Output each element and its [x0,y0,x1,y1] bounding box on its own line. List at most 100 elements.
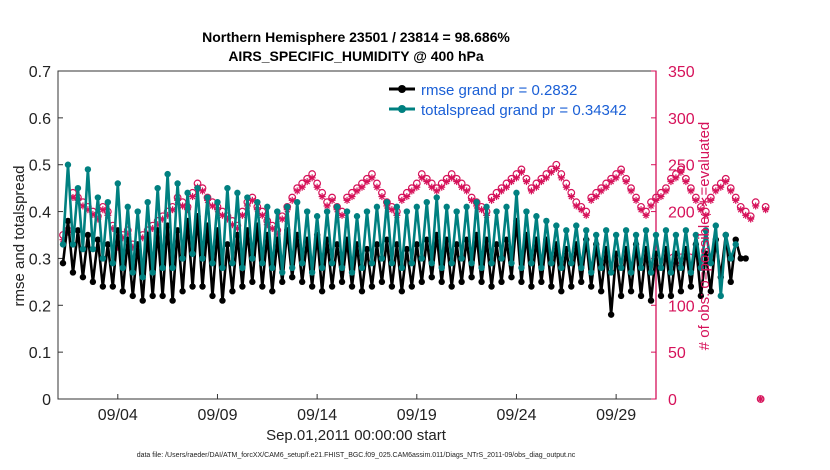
right-y-axis-label: # of obs: o=possible; ∗=evaluated [696,122,713,351]
rmse-point [388,283,396,290]
spread-point [632,231,640,239]
spread-point [308,269,316,276]
spread-point [697,264,705,271]
rmse-point [149,292,156,300]
obs-evaluated-point [408,187,416,195]
rmse-point [588,283,595,290]
spread-point [229,259,236,267]
spread-point [298,259,306,267]
rmse-point [259,283,266,290]
obs-evaluated-point [503,183,510,191]
x-axis: 09/04 09/09 09/14 09/19 09/24 09/29 [98,394,636,424]
rmse-point [229,288,236,295]
obs-evaluated-point [478,206,486,214]
spread-point [528,259,535,267]
rmse-point [333,241,341,248]
rmse-point [348,283,356,290]
rmse-point [697,292,705,300]
obs-evaluated-point [208,202,216,210]
obs-evaluated-point [388,206,396,214]
spread-point [144,199,151,206]
spread-point [588,269,595,276]
rmse-point [224,241,231,248]
obs-evaluated-point [647,202,655,210]
spread-point [164,170,171,178]
spread-point [488,259,495,267]
rmse-point [458,278,465,286]
rmse-point [468,273,475,281]
rmse-point [558,288,565,295]
spread-point [538,264,545,271]
obs-evaluated-point [587,196,595,204]
spread-point [508,259,515,267]
rmse-point [179,288,186,295]
obs-evaluated-point [398,196,406,204]
obs-evaluated-point [268,224,276,232]
rmse-point [209,292,216,300]
obs-evaluated-point [378,193,386,201]
obs-evaluated-point [348,193,356,201]
x-tick-label: 09/29 [596,407,636,424]
spread-point [513,189,520,197]
spread-point [89,245,97,253]
spread-point [199,255,206,262]
obs-evaluated-point [522,178,530,186]
spread-point [712,222,719,229]
obs-evaluated-point [622,178,630,186]
spread-point [523,208,530,215]
spread-point [518,264,525,271]
obs-evaluated-point [258,211,266,219]
obs-evaluated-point [298,183,306,191]
rmse-point [428,273,435,281]
spread-point [657,264,665,271]
spread-point [558,264,565,271]
spread-point [707,259,715,267]
spread-point [468,259,475,267]
rmse-point [119,288,126,295]
obs-evaluated-point [278,215,286,223]
rmse-point [159,292,166,300]
rmse-point [597,288,605,295]
spread-point [294,199,301,206]
spread-point [303,208,311,215]
spread-point [573,222,580,229]
rmse-point [378,278,386,286]
obs-evaluated-point [597,187,605,195]
obs-evaluated-point [672,174,680,182]
rmse-point [438,278,445,286]
rmse-point [617,292,625,300]
obs-evaluated-point [493,193,501,201]
rmse-point [508,273,515,281]
spread-point [269,264,276,271]
spread-point [478,264,485,271]
obs-evaluated-point [537,178,545,186]
obs-evaluated-point [542,174,550,182]
obs-evaluated-point [403,193,411,201]
spread-point [348,269,356,276]
spread-point [174,180,181,187]
spread-point [448,259,455,267]
spread-point [94,194,102,201]
right-y-tick-label: 50 [668,345,686,362]
rmse-point [84,231,92,239]
rmse-point [578,278,585,286]
obs-evaluated-point [552,164,560,172]
obs-evaluated-point [423,178,431,186]
spread-point [717,292,724,300]
y-axis-label: rmse and totalspread [11,166,28,307]
spread-point [498,255,505,262]
spread-point [583,227,590,234]
obs-evaluated-point [517,168,525,176]
obs-evaluated-point [363,178,371,186]
spread-point [533,213,540,220]
rmse-point [69,269,77,276]
obs-evaluated-point [732,196,740,204]
obs-evaluated-point [557,174,565,182]
spread-point [264,203,271,211]
obs-evaluated-point [762,206,770,214]
rmse-point [279,278,286,286]
rmse-point [169,297,176,304]
spread-point [483,203,490,211]
spread-point [627,269,635,276]
spread-line [61,163,737,298]
